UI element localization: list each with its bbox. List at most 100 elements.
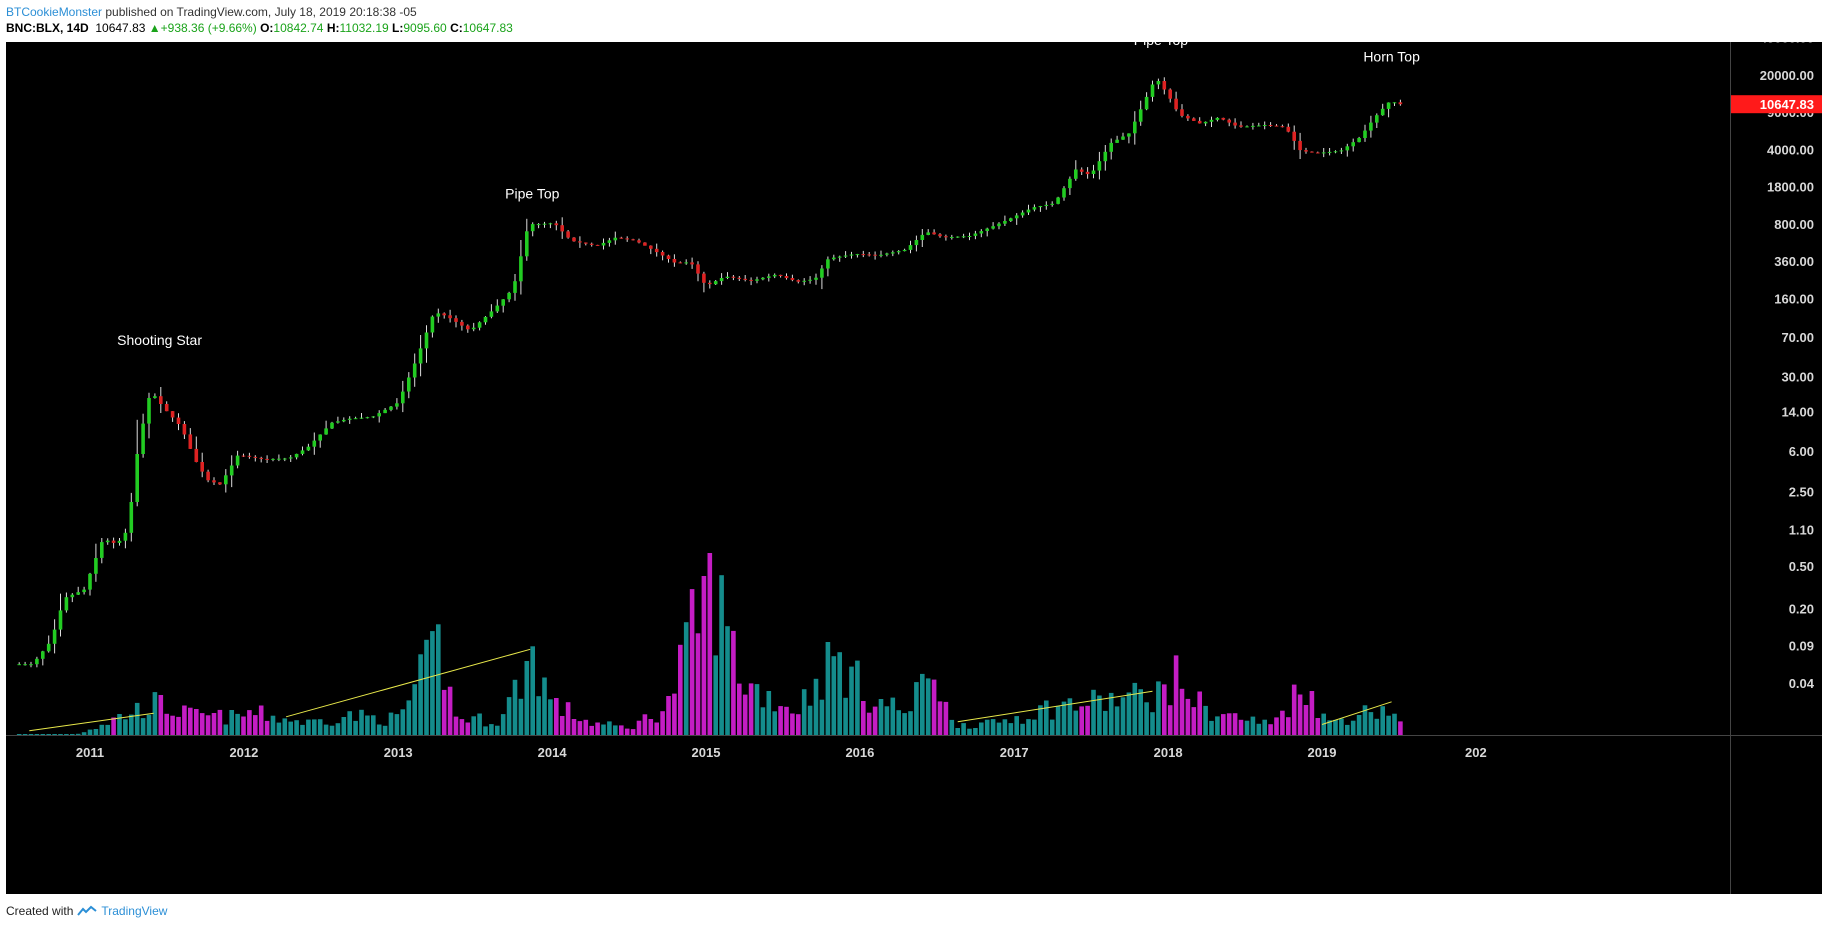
volume-trend-line xyxy=(957,690,1153,723)
candle-body xyxy=(542,223,547,225)
x-tick-label: 2019 xyxy=(1308,745,1337,760)
candle-body xyxy=(690,262,694,265)
volume-bar xyxy=(766,691,772,735)
last-price-label: 10647.83 xyxy=(1760,97,1814,112)
volume-bar xyxy=(849,666,854,735)
candle-body xyxy=(902,249,907,252)
y-tick-label: 0.04 xyxy=(1789,676,1815,691)
volume-bar xyxy=(607,721,612,735)
candle-body xyxy=(507,292,511,300)
volume-bar xyxy=(636,720,642,735)
candle-body xyxy=(29,664,33,666)
candle-body xyxy=(471,327,476,330)
candle-body xyxy=(1209,119,1214,122)
volume-bar xyxy=(111,717,116,735)
candle-body xyxy=(536,224,541,226)
candle-body xyxy=(229,465,234,476)
candle-body xyxy=(973,233,978,236)
volume-bar xyxy=(158,695,164,735)
candle-body xyxy=(802,280,806,282)
candle-body xyxy=(448,315,452,319)
candle-body xyxy=(318,434,322,441)
volume-bar xyxy=(565,702,571,735)
x-tick-label: 2015 xyxy=(692,745,721,760)
candle-body xyxy=(1339,150,1344,152)
candle-body xyxy=(1097,161,1102,171)
volume-bar xyxy=(22,734,28,735)
candle-body xyxy=(749,279,753,281)
volume-bar xyxy=(530,646,535,735)
candle-body xyxy=(1221,117,1226,120)
volume-bar xyxy=(872,706,878,735)
candle-body xyxy=(1121,136,1125,140)
candle-body xyxy=(584,242,588,244)
volume-bar xyxy=(973,728,978,735)
candle-body xyxy=(52,629,57,644)
candle-body xyxy=(1156,81,1161,85)
volume-bar xyxy=(288,721,293,735)
volume-bar xyxy=(961,723,966,735)
volume-bar xyxy=(117,714,122,735)
volume-bar xyxy=(205,715,211,735)
volume-bar xyxy=(701,576,707,735)
candle-body xyxy=(772,274,777,277)
candle-body xyxy=(607,240,612,243)
volume-bar xyxy=(1179,688,1185,735)
volume-bar xyxy=(931,679,937,735)
volume-bar xyxy=(583,719,589,735)
y-tick-label: 160.00 xyxy=(1774,292,1814,307)
candle-body xyxy=(814,277,818,280)
volume-bar xyxy=(394,714,400,735)
candle-body xyxy=(241,455,246,457)
volume-bar xyxy=(264,720,270,735)
tradingview-link[interactable]: TradingView xyxy=(101,904,168,918)
volume-bar xyxy=(1250,716,1256,735)
candle-body xyxy=(1292,131,1296,141)
volume-bar xyxy=(418,654,423,735)
volume-bar xyxy=(1167,705,1173,735)
volume-bar xyxy=(1014,716,1019,735)
candle-body xyxy=(832,257,836,260)
volume-bar xyxy=(1126,692,1132,735)
volume-bar xyxy=(1274,717,1279,735)
volume-trend-line xyxy=(29,712,154,732)
volume-bar xyxy=(253,715,258,735)
volume-bar xyxy=(571,719,577,735)
volume-bar xyxy=(16,734,22,735)
volume-bar xyxy=(365,715,370,735)
chart-area[interactable]: Shooting Star Pipe Top Pipe Top Horn Top 450… xyxy=(6,30,1822,894)
volume-bar xyxy=(223,724,229,735)
candle-body xyxy=(601,242,606,246)
candle-body xyxy=(300,450,305,454)
candle-body xyxy=(820,268,824,278)
volume-bar xyxy=(949,719,955,735)
volume-bar xyxy=(105,724,110,735)
candle-body xyxy=(908,245,913,250)
volume-bar xyxy=(164,713,169,735)
candle-body xyxy=(412,363,417,378)
candle-body xyxy=(725,276,730,278)
volume-bar xyxy=(1244,720,1250,735)
volume-bar xyxy=(689,589,695,735)
candle-body xyxy=(395,403,399,407)
x-tick-label: 2016 xyxy=(845,745,874,760)
volume-bar xyxy=(908,711,913,735)
candle-body xyxy=(784,276,789,279)
candle-body xyxy=(377,413,381,417)
candle-body xyxy=(218,482,222,485)
candle-body xyxy=(944,236,948,238)
candle-body xyxy=(525,231,529,257)
candle-body xyxy=(1262,125,1267,126)
candle-body xyxy=(613,237,618,241)
price-chart[interactable]: Shooting Star Pipe Top Pipe Top Horn Top 450… xyxy=(6,30,1822,894)
candle-body xyxy=(1150,84,1155,97)
volume-bar xyxy=(1020,723,1025,735)
volume-bar xyxy=(914,682,919,735)
volume-bar xyxy=(199,713,205,735)
volume-bar xyxy=(270,715,276,735)
volume-bar xyxy=(335,723,341,735)
author-link[interactable]: BTCookieMonster xyxy=(6,5,103,19)
volume-bar xyxy=(1345,724,1350,735)
candle-body xyxy=(1375,115,1379,123)
volume-bar xyxy=(52,734,57,735)
